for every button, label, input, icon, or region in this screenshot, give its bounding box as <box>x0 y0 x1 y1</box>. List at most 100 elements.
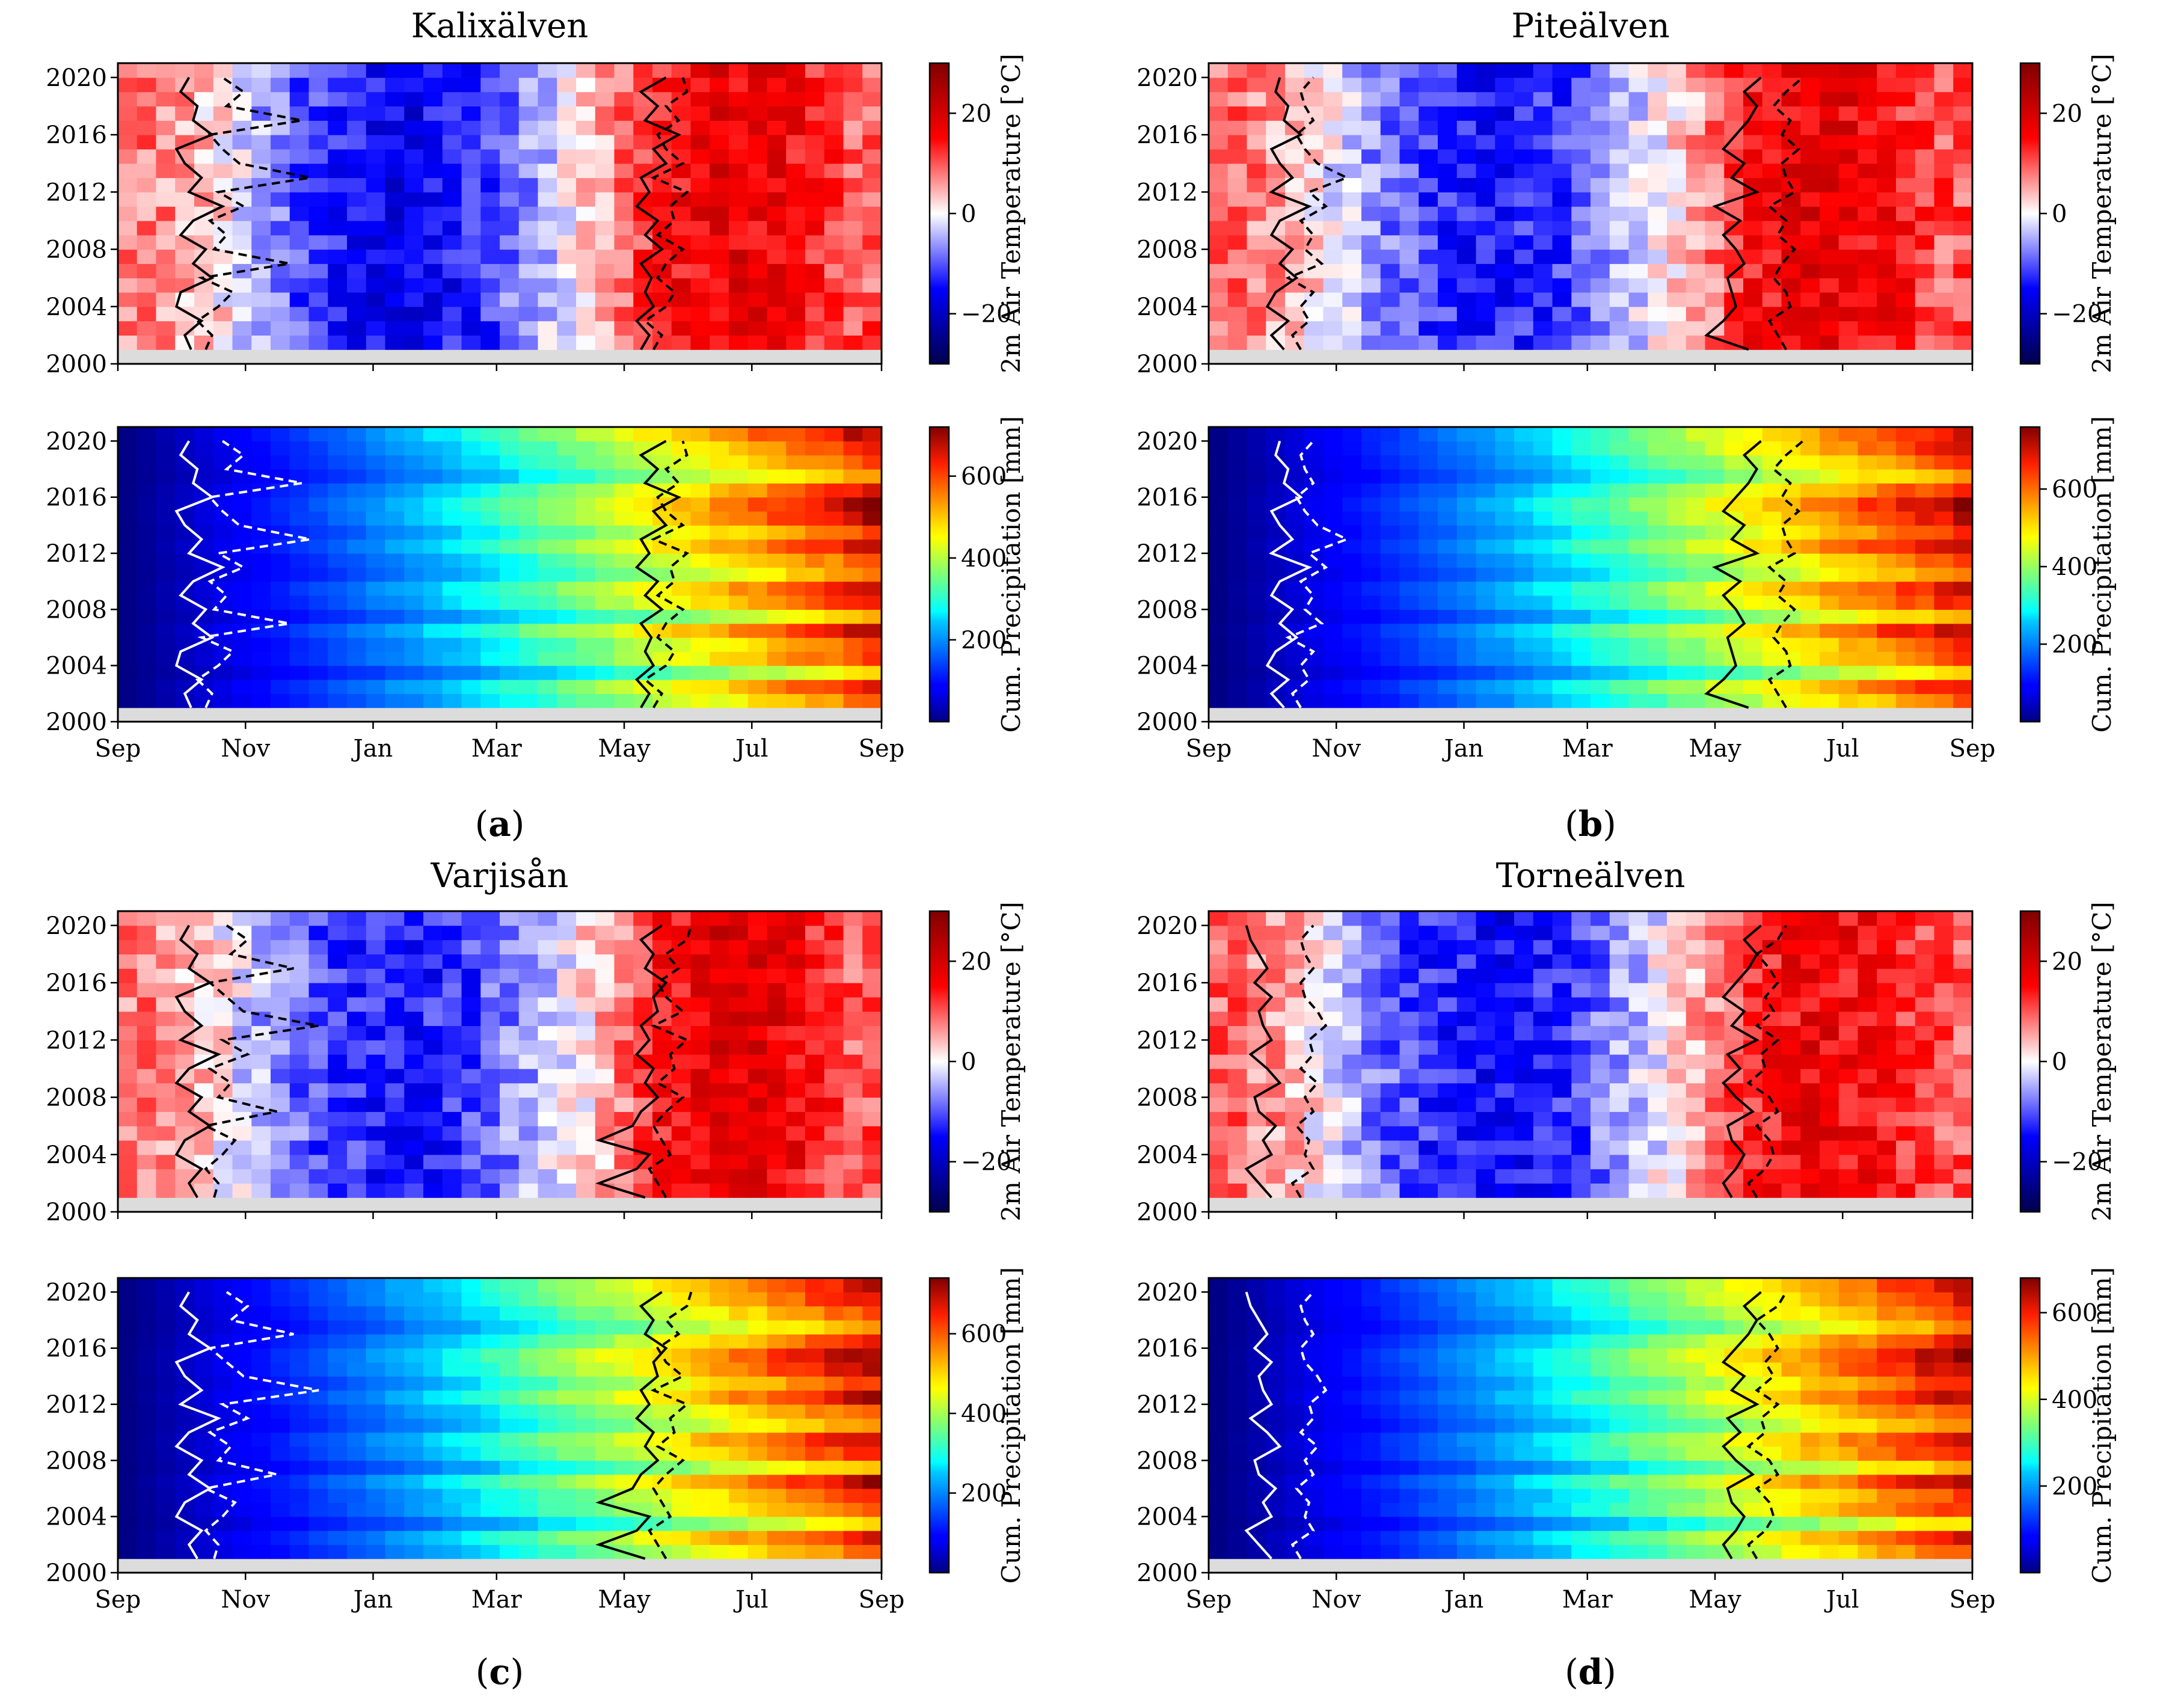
temp-heatmap-c-cell <box>461 1068 481 1084</box>
precip-heatmap-a-cell <box>824 441 844 456</box>
precip-heatmap-b-cell <box>1495 581 1515 596</box>
precip-heatmap-c-cell <box>308 1531 328 1545</box>
precip-heatmap-a-cell <box>175 609 195 624</box>
temp-heatmap-b-cell <box>1533 335 1553 350</box>
temp-heatmap-c-cell <box>442 911 462 926</box>
precip-heatmap-b-cell <box>1419 553 1438 568</box>
precip-heatmap-a-cell <box>518 441 539 456</box>
precip-heatmap-c-cell <box>175 1390 195 1405</box>
precip-heatmap-c-cell <box>366 1474 386 1489</box>
temp-heatmap-b-cell <box>1896 149 1916 164</box>
precip-heatmap-c-cell <box>557 1404 577 1419</box>
precip-heatmap-a-cell <box>862 693 882 708</box>
temp-heatmap-a-cell <box>518 278 539 293</box>
precip-heatmap-a-cell <box>118 441 138 456</box>
precip-heatmap-b-cell <box>1667 539 1687 554</box>
precip-heatmap-b-cell <box>1209 553 1229 568</box>
temp-heatmap-b-cell <box>1266 106 1286 121</box>
temp-heatmap-b-cell <box>1705 149 1725 164</box>
precip-heatmap-c-cell <box>500 1390 520 1405</box>
temp-heatmap-b-cell <box>1419 149 1438 164</box>
temp-heatmap-c-freeze-dashed <box>201 924 319 1198</box>
precip-heatmap-c-cell <box>156 1474 176 1489</box>
precip-heatmap-a-cell <box>271 651 290 666</box>
precip-heatmap-b-cell <box>1456 539 1477 554</box>
temp-heatmap-b-cell <box>1533 106 1553 121</box>
temp-heatmap-a-cell <box>232 220 252 236</box>
precip-heatmap-c-cell <box>690 1544 710 1559</box>
temp-heatmap-c-cell <box>423 1054 443 1069</box>
temp-heatmap-c-cell <box>404 1183 424 1198</box>
temp-heatmap-c-cell <box>308 925 328 941</box>
precip-heatmap-a-cell <box>289 497 310 512</box>
temp-heatmap-c-cell <box>500 1054 520 1069</box>
temp-heatmap-a-cell <box>824 263 844 278</box>
temp-heatmap-c-cell <box>843 983 863 998</box>
temp-heatmap-c-cell <box>385 1083 405 1098</box>
precip-heatmap-a-cell <box>805 693 825 708</box>
temp-heatmap-b-cell <box>1915 235 1935 250</box>
temp-heatmap-b-cell <box>1285 306 1305 322</box>
temp-heatmap-a-cell <box>118 235 138 250</box>
temp-heatmap-b-cell <box>1342 163 1362 179</box>
precip-heatmap-b-cell <box>1820 595 1839 610</box>
temp-heatmap-b-cell <box>1342 321 1362 336</box>
temp-heatmap-c-cell <box>308 1154 328 1170</box>
temp-heatmap-a-cell <box>289 249 310 264</box>
precip-heatmap-b-cell <box>1667 525 1687 540</box>
temp-heatmap-c-cell <box>137 1126 157 1141</box>
temp-heatmap-c-cell <box>156 1140 176 1155</box>
precip-heatmap-c-cell <box>213 1544 233 1559</box>
temp-heatmap-a-cell <box>576 321 596 336</box>
precip-heatmap-c-cell <box>118 1418 138 1433</box>
precip-heatmap-c-cell <box>824 1404 844 1419</box>
temp-heatmap-c-cell <box>156 1126 176 1141</box>
precip-heatmap-b-cell <box>1896 455 1916 470</box>
temp-heatmap-c-cell <box>862 1140 882 1155</box>
precip-heatmap-c-cell <box>137 1334 157 1349</box>
precip-heatmap-c-cell <box>385 1460 405 1475</box>
temp-heatmap-a-cell <box>366 63 386 78</box>
temp-heatmap-c-cell <box>404 1154 424 1170</box>
temp-heatmap-b-cell <box>1438 106 1458 121</box>
precip-heatmap-b-cell <box>1838 497 1859 512</box>
temp-heatmap-c-cell <box>805 1040 825 1055</box>
precip-heatmap-c-cell <box>347 1348 367 1363</box>
precip-heatmap-a-cell <box>385 469 405 484</box>
temp-heatmap-a-cell <box>671 106 692 121</box>
temp-heatmap-c-cell <box>862 1126 882 1141</box>
precip-heatmap-a-cell <box>518 427 539 441</box>
precip-heatmap-b-cell <box>1361 469 1381 484</box>
precip-heatmap-c-cell <box>347 1376 367 1391</box>
precip-heatmap-b-cell <box>1591 680 1610 694</box>
temp-heatmap-c-cell <box>747 911 768 926</box>
precip-heatmap-c-cell <box>824 1446 844 1461</box>
precip-heatmap-c-cell <box>652 1334 672 1349</box>
temp-heatmap-a-cell <box>137 292 157 307</box>
temp-heatmap-c-cell <box>538 1083 557 1098</box>
temp-heatmap-b-cell <box>1380 306 1400 322</box>
precip-heatmap-b-cell <box>1533 693 1553 708</box>
precip-heatmap-a-cell <box>347 581 367 596</box>
precip-heatmap-a-cell <box>442 581 462 596</box>
temp-heatmap-b-cell <box>1285 220 1305 236</box>
temp-heatmap-c-cell <box>251 968 271 983</box>
precip-heatmap-c-cell <box>576 1278 596 1292</box>
temp-heatmap-c-cell <box>690 968 710 983</box>
temp-heatmap-b-cell <box>1896 249 1916 264</box>
temp-heatmap-a-cell <box>308 177 328 192</box>
precip-heatmap-c-ytick-label: 2000 <box>46 1559 107 1587</box>
temp-heatmap-c-cell <box>538 997 557 1012</box>
temp-heatmap-a-cell <box>118 306 138 322</box>
precip-heatmap-b-freeze-dashed <box>1285 440 1350 708</box>
precip-heatmap-c-cell <box>328 1516 348 1531</box>
precip-heatmap-a-cell <box>271 693 290 708</box>
precip-heatmap-b-cell <box>1609 637 1630 652</box>
precip-heatmap-c-cell <box>747 1376 768 1391</box>
temp-heatmap-b-cell <box>1591 192 1610 207</box>
precip-heatmap-b-cell <box>1380 469 1400 484</box>
temp-heatmap-c-cell <box>576 1040 596 1055</box>
temp-heatmap-c-cell <box>366 1068 386 1084</box>
precip-heatmap-a-cell <box>805 469 825 484</box>
precip-heatmap-b-cell <box>1820 539 1839 554</box>
